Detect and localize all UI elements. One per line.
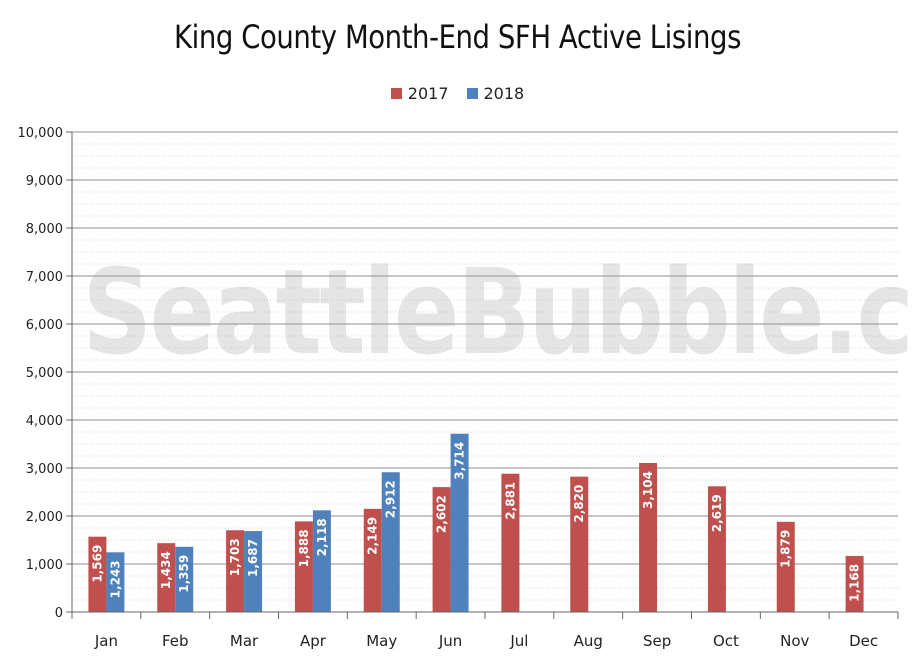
data-label-2017-dec: 1,168 — [848, 564, 862, 602]
data-label-2018-apr: 2,118 — [315, 518, 329, 556]
data-label-2018-may: 2,912 — [384, 480, 398, 518]
bar-2017-jan — [88, 536, 107, 612]
bar-2017-apr — [294, 521, 313, 612]
data-label-2017-jan: 1,569 — [90, 545, 104, 583]
data-label-2017-aug: 2,820 — [572, 485, 586, 523]
bar-2017-jul — [501, 473, 520, 612]
bar-2017-aug — [570, 476, 589, 612]
y-tick-label: 9,000 — [26, 174, 63, 189]
data-label-2017-oct: 2,619 — [710, 494, 724, 532]
bar-2018-jun — [450, 433, 469, 612]
bar-2017-feb — [157, 543, 176, 612]
data-label-2017-jun: 2,602 — [435, 495, 449, 533]
y-tick-label: 0 — [55, 606, 63, 621]
x-tick-label: Nov — [780, 632, 809, 650]
data-label-2017-mar: 1,703 — [228, 538, 242, 576]
data-label-2017-nov: 1,879 — [779, 530, 793, 568]
bar-2018-feb — [175, 546, 194, 612]
bar-2017-may — [363, 508, 382, 612]
legend-item-2017: 2017 — [390, 84, 449, 103]
bar-2017-sep — [639, 463, 658, 612]
legend-swatch-2018 — [466, 88, 478, 99]
data-label-2017-may: 2,149 — [366, 517, 380, 555]
x-tick-label: Jun — [438, 632, 462, 650]
y-tick-label: 6,000 — [26, 318, 63, 333]
y-tick-label: 2,000 — [26, 510, 63, 525]
bar-2018-apr — [312, 510, 331, 612]
chart-title: King County Month-End SFH Active Lisings — [174, 18, 741, 56]
data-label-2017-sep: 3,104 — [641, 471, 655, 509]
x-tick-label: Jul — [509, 632, 528, 650]
x-tick-label: Oct — [713, 632, 739, 650]
y-tick-label: 1,000 — [26, 558, 63, 573]
bar-2018-mar — [244, 531, 263, 612]
x-tick-label: Feb — [162, 632, 189, 650]
x-tick-label: May — [366, 632, 397, 650]
x-tick-label: Mar — [230, 632, 259, 650]
x-tick-label: Jan — [94, 632, 118, 650]
bar-2018-jan — [106, 552, 125, 612]
bar-2017-oct — [707, 486, 726, 612]
y-tick-label: 3,000 — [26, 462, 63, 477]
x-tick-label: Aug — [574, 632, 603, 650]
data-label-2017-apr: 1,888 — [297, 529, 311, 567]
y-tick-label: 7,000 — [26, 270, 63, 285]
legend-label-2018: 2018 — [483, 84, 525, 103]
data-label-2017-jul: 2,881 — [503, 482, 517, 520]
legend-label-2017: 2017 — [407, 84, 449, 103]
x-tick-label: Apr — [300, 632, 327, 650]
bar-2017-mar — [226, 530, 245, 612]
legend: 2017 2018 — [0, 84, 915, 103]
bar-2018-may — [381, 472, 400, 612]
x-tick-label: Sep — [643, 632, 671, 650]
data-label-2018-jan: 1,243 — [108, 560, 122, 598]
y-tick-label: 8,000 — [26, 222, 63, 237]
data-label-2018-jun: 3,714 — [453, 442, 467, 480]
bar-2017-nov — [776, 521, 795, 612]
bar-2017-jun — [432, 487, 451, 612]
y-tick-label: 5,000 — [26, 366, 63, 381]
data-label-2018-feb: 1,359 — [177, 555, 191, 593]
data-label-2018-mar: 1,687 — [246, 539, 260, 577]
y-tick-label: 10,000 — [18, 126, 64, 141]
legend-swatch-2017 — [390, 88, 402, 99]
y-tick-label: 4,000 — [26, 414, 63, 429]
bar-2017-dec — [845, 555, 864, 612]
x-tick-label: Dec — [849, 632, 878, 650]
data-label-2017-feb: 1,434 — [159, 551, 173, 589]
legend-item-2018: 2018 — [466, 84, 525, 103]
